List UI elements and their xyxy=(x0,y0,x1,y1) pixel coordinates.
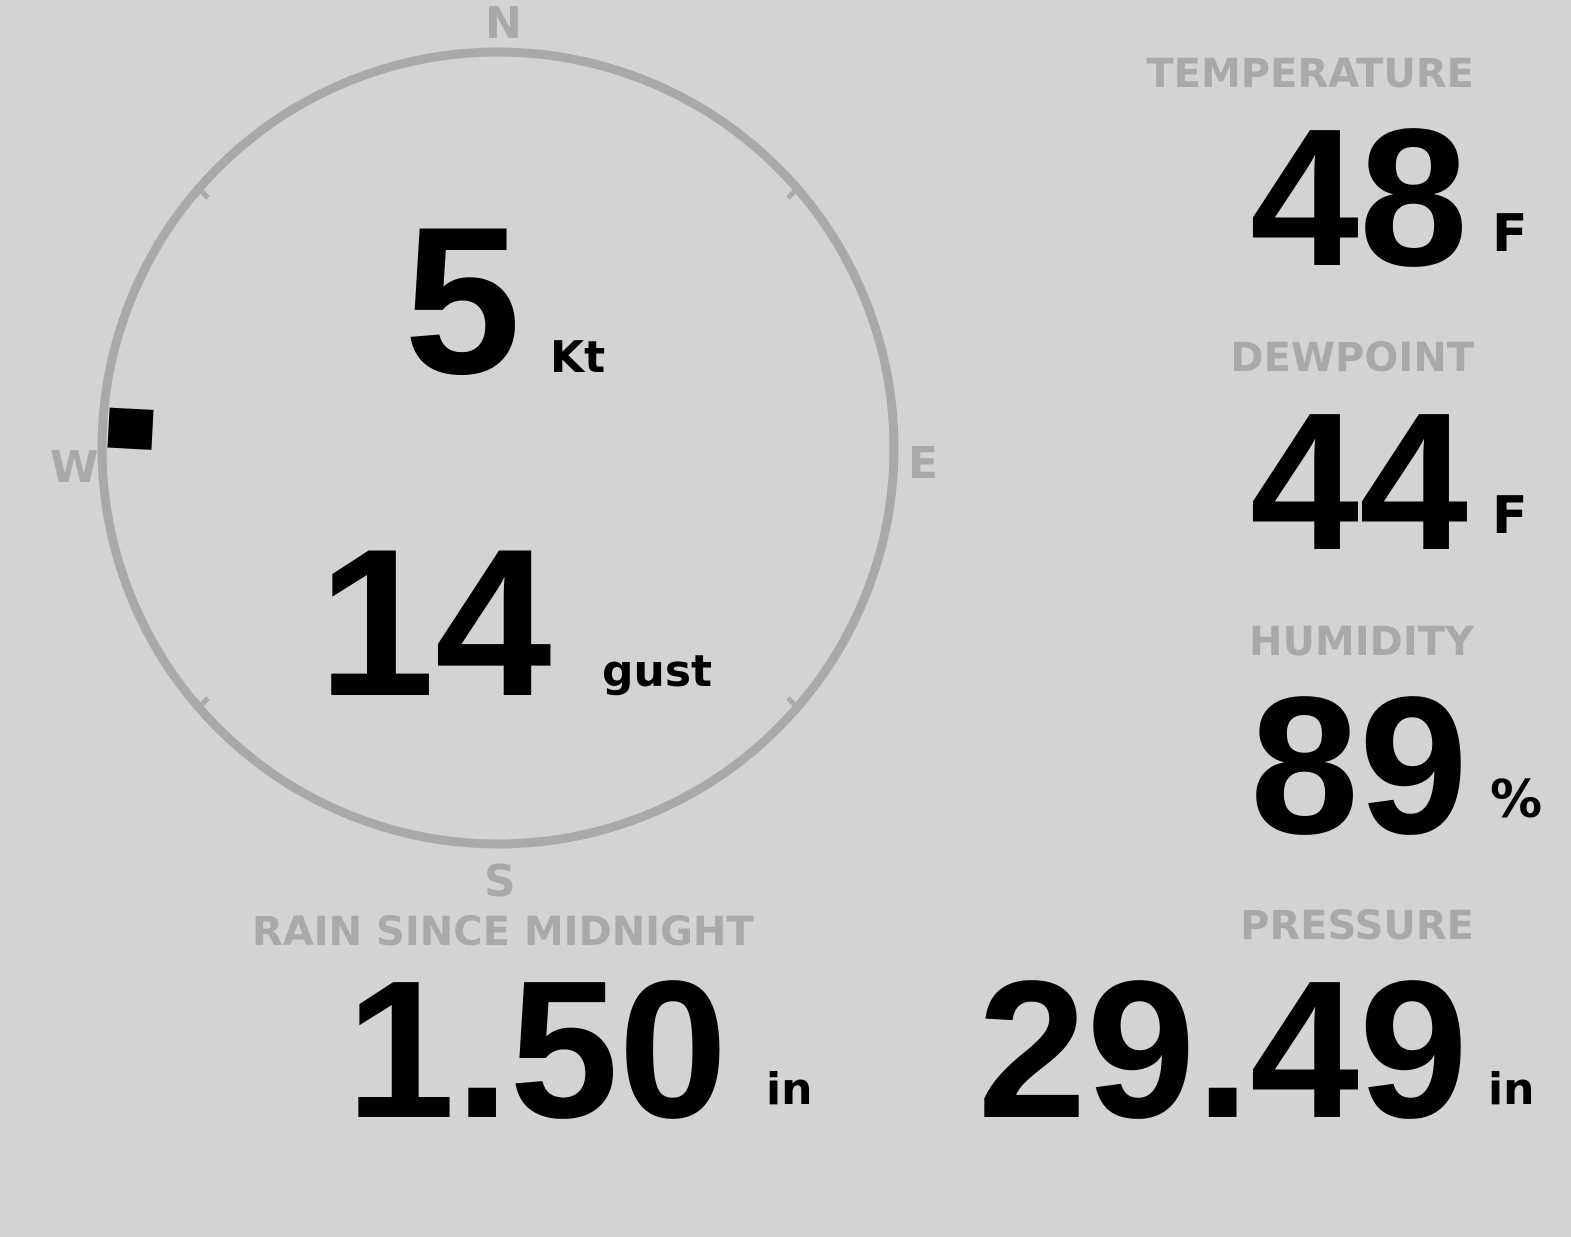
dewpoint-value: 44 xyxy=(1249,372,1468,591)
compass-ticks xyxy=(194,184,802,712)
pressure-unit: in xyxy=(1488,1064,1535,1115)
temperature-value: 48 xyxy=(1249,88,1468,307)
wind-gust-value: 14 xyxy=(318,505,552,740)
pressure-value: 29.49 xyxy=(977,940,1468,1159)
wind-speed-value: 5 xyxy=(404,183,521,418)
temperature-label: TEMPERATURE xyxy=(1146,51,1474,97)
rain-unit: in xyxy=(766,1064,813,1115)
dewpoint-unit: F xyxy=(1492,486,1528,546)
compass-north-label: N xyxy=(485,0,522,49)
compass-south-label: S xyxy=(484,856,516,907)
humidity-unit: % xyxy=(1490,770,1543,830)
wind-compass-ring xyxy=(97,47,899,849)
compass-east-label: E xyxy=(908,438,939,489)
humidity-value: 89 xyxy=(1249,656,1468,875)
temperature-unit: F xyxy=(1492,204,1528,264)
wind-speed-unit: Kt xyxy=(550,332,606,383)
rain-value: 1.50 xyxy=(346,940,728,1159)
compass-circle xyxy=(97,47,899,849)
wind-direction-indicator xyxy=(107,407,154,450)
wind-gust-unit: gust xyxy=(602,646,713,697)
wind-direction-marker xyxy=(107,407,154,450)
humidity-label: HUMIDITY xyxy=(1249,619,1474,665)
pressure-label: PRESSURE xyxy=(1240,903,1474,949)
dewpoint-label: DEWPOINT xyxy=(1230,335,1474,381)
compass-west-label: W xyxy=(50,442,99,493)
rain-label: RAIN SINCE MIDNIGHT xyxy=(252,909,754,955)
